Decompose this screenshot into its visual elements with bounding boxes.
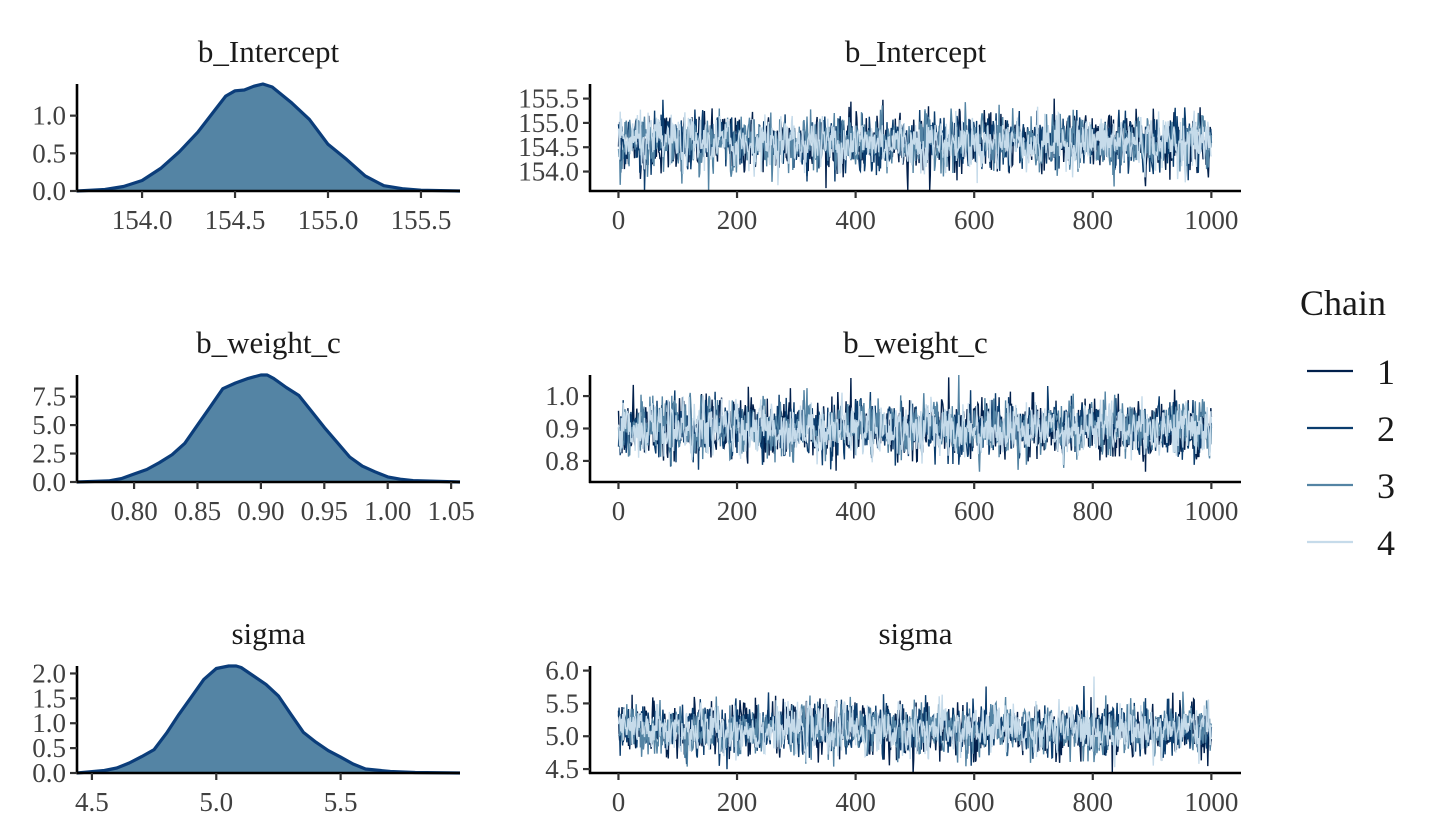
panel-title: sigma — [878, 616, 952, 651]
density-panel-b-weight-c: b_weight_c 0.80 0.85 0.90 0.95 1.00 1.05 0.02.5… — [32, 325, 474, 526]
trace-line-chain-4 — [617, 676, 1212, 768]
x-tick-label: 200 — [717, 496, 758, 526]
x-tick-label: 154.0 — [112, 205, 173, 235]
y-tick-label: 0.5 — [32, 733, 66, 763]
x-tick-label: 155.0 — [298, 205, 359, 235]
y-tick-label: 7.5 — [32, 382, 66, 412]
y-tick-label: 0.0 — [32, 176, 66, 206]
x-tick-label: 0.85 — [174, 496, 221, 526]
x-tick-label: 800 — [1073, 496, 1114, 526]
y-tick-label: 1.5 — [32, 683, 66, 713]
legend-item-chain-3: 3 — [1307, 466, 1395, 506]
density-area — [77, 666, 460, 773]
density-line — [76, 373, 461, 484]
y-tick-label: 5.5 — [545, 688, 579, 718]
legend-item-chain-2: 2 — [1307, 409, 1395, 449]
y-tick-label: 1.0 — [32, 708, 66, 738]
legend: Chain 1 2 3 4 — [1300, 283, 1395, 563]
y-tick-label: 6.0 — [545, 656, 579, 686]
x-tick-label: 800 — [1073, 205, 1114, 235]
panel-title: sigma — [231, 616, 305, 651]
panel-title: b_weight_c — [843, 325, 988, 360]
legend-title: Chain — [1300, 283, 1386, 323]
x-tick-label: 400 — [835, 787, 876, 817]
y-tick-label: 2.0 — [32, 658, 66, 688]
trace-panel-b-weight-c: b_weight_c 0 200 400 600 800 1000 0.80.91.0 — [545, 325, 1241, 526]
x-tick-label: 155.5 — [391, 205, 452, 235]
y-tick-label: 154.5 — [518, 132, 579, 162]
density-area — [77, 84, 460, 191]
panel-title: b_weight_c — [196, 325, 341, 360]
x-tick-label: 600 — [954, 496, 995, 526]
y-tick-label: 2.5 — [32, 439, 66, 469]
legend-label: 2 — [1377, 409, 1395, 449]
trace-line-chain-4 — [617, 392, 1213, 466]
x-tick-label: 0.80 — [110, 496, 157, 526]
x-tick-label: 0.90 — [237, 496, 284, 526]
x-tick-label: 0 — [612, 496, 626, 526]
y-tick-label: 155.0 — [518, 108, 579, 138]
trace-line-chain-4 — [617, 106, 1213, 186]
x-tick-label: 0.95 — [301, 496, 348, 526]
trace-line-chain-3 — [617, 102, 1213, 192]
x-tick-label: 1000 — [1184, 787, 1238, 817]
density-line — [76, 82, 461, 193]
x-tick-label: 1.05 — [427, 496, 474, 526]
x-tick-label: 200 — [717, 787, 758, 817]
x-tick-label: 5.0 — [199, 787, 233, 817]
y-tick-label: 5.0 — [545, 721, 579, 751]
y-tick-label: 1.0 — [545, 381, 579, 411]
legend-label: 4 — [1377, 523, 1395, 563]
legend-label: 1 — [1377, 352, 1395, 392]
trace-panel-sigma: sigma 0 200 400 600 800 1000 4.55.05.56.0 — [545, 616, 1241, 817]
legend-item-chain-4: 4 — [1307, 523, 1395, 563]
x-tick-label: 5.5 — [324, 787, 358, 817]
panel-title: b_Intercept — [198, 34, 340, 69]
y-tick-label: 0.5 — [32, 138, 66, 168]
x-tick-label: 800 — [1073, 787, 1114, 817]
x-tick-label: 1000 — [1184, 205, 1238, 235]
density-panel-b-Intercept: b_Intercept 154.0 154.5 155.0 155.5 0.0 0.5 1.0 — [32, 34, 461, 235]
x-tick-label: 400 — [835, 205, 876, 235]
x-tick-label: 0 — [612, 205, 626, 235]
x-tick-label: 600 — [954, 787, 995, 817]
x-tick-label: 600 — [954, 205, 995, 235]
x-tick-label: 200 — [717, 205, 758, 235]
x-tick-label: 4.5 — [75, 787, 109, 817]
legend-item-chain-1: 1 — [1307, 352, 1395, 392]
y-tick-label: 1.0 — [32, 101, 66, 131]
x-tick-label: 400 — [835, 496, 876, 526]
y-tick-label: 5.0 — [32, 410, 66, 440]
y-tick-label: 155.5 — [518, 84, 579, 114]
density-area — [77, 375, 460, 482]
y-tick-label: 0.0 — [32, 758, 66, 788]
x-tick-label: 1.00 — [364, 496, 411, 526]
panel-title: b_Intercept — [845, 34, 987, 69]
legend-label: 3 — [1377, 466, 1395, 506]
x-tick-label: 1000 — [1184, 496, 1238, 526]
density-line — [76, 664, 461, 775]
y-tick-label: 4.5 — [545, 754, 579, 784]
x-tick-label: 154.5 — [205, 205, 266, 235]
y-tick-label: 154.0 — [518, 157, 579, 187]
y-tick-label: 0.0 — [32, 467, 66, 497]
y-tick-label: 0.8 — [545, 446, 579, 476]
y-tick-label: 0.9 — [545, 414, 579, 444]
density-panel-sigma: sigma 4.5 5.0 5.5 0.00.51.01.52.0 — [32, 616, 461, 817]
x-tick-label: 0 — [612, 787, 626, 817]
